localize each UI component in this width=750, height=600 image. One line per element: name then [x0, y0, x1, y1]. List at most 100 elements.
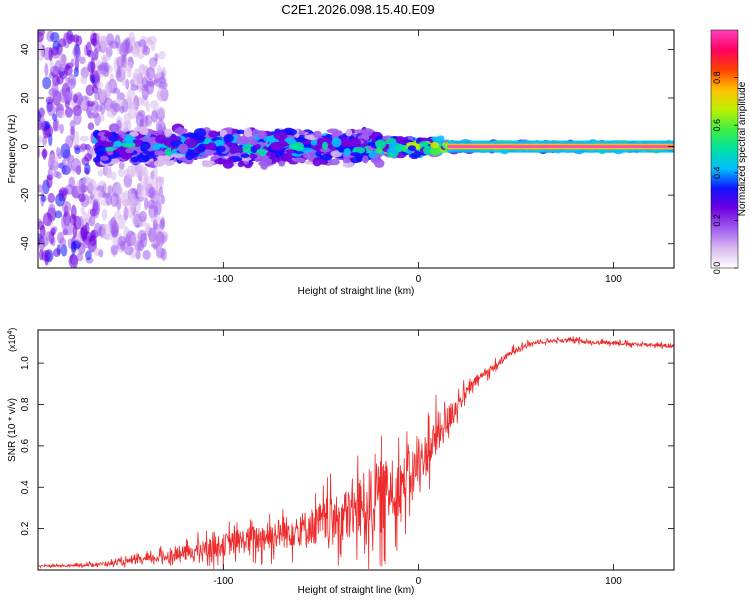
spectrogram-cell: [249, 139, 259, 146]
spectrogram-panel: -100 0 100 -40 -20 0 20 40 Height of straight …: [7, 29, 675, 297]
spectrogram-cell: [103, 62, 110, 73]
spectrogram-cell: [59, 123, 64, 134]
spectrogram-cell: [47, 103, 56, 117]
spectrogram-cell: [109, 40, 119, 49]
spectrogram-cell: [331, 137, 342, 148]
snr-background: [38, 330, 674, 570]
spectrogram-cell: [70, 126, 75, 142]
spectrogram-cell: [101, 208, 108, 221]
y-tick-label: 20: [20, 92, 31, 104]
spectrogram-cell: [273, 131, 288, 140]
colorbar-tick-label: 0.2: [712, 214, 722, 227]
spectrogram-cell: [375, 139, 386, 150]
spectrogram-cell: [90, 56, 95, 73]
spectrogram-cell: [188, 132, 196, 139]
spectrogram-cell: [86, 41, 92, 56]
colorbar-tick-label: 0.0: [712, 262, 722, 275]
spectrogram-cell: [124, 134, 134, 145]
spectrogram-cell: [156, 106, 166, 118]
spectrogram-cell: [73, 112, 82, 125]
spectrogram-cell: [217, 159, 228, 165]
spectrogram-cell: [95, 145, 106, 156]
snr-y-label: SNR (10 * v/v): [7, 398, 18, 462]
spectrogram-cell: [88, 215, 96, 227]
spectrogram-cell: [98, 88, 107, 98]
spectrogram-cell: [41, 195, 47, 203]
spectrogram-cell: [121, 121, 129, 134]
spectrogram-cell: [70, 204, 77, 220]
spectrogram-cell: [135, 250, 141, 260]
spectrogram-cell: [319, 159, 329, 165]
spectrogram-cell: [105, 192, 112, 206]
spectrogram-cell: [50, 46, 59, 56]
spectrogram-cell: [78, 194, 86, 203]
spectrogram-cell: [119, 42, 129, 58]
spectrogram-cell: [80, 100, 88, 109]
spectrogram-cell: [145, 101, 151, 112]
spectrogram-cell: [38, 111, 42, 122]
spectrogram-cell: [71, 158, 82, 172]
spectrogram-cell: [65, 161, 73, 173]
spectrogram-cell: [47, 167, 53, 179]
spectrogram-cell: [80, 183, 87, 194]
spectrogram-cell: [58, 53, 67, 64]
spectrogram-cell: [87, 122, 95, 131]
spectrogram-cell: [129, 192, 137, 209]
spectrogram-cell: [208, 130, 219, 138]
spectrogram-cell: [154, 150, 167, 156]
spectrogram-x-label: Height of straight line (km): [298, 286, 415, 297]
spectrogram-cell: [120, 240, 126, 251]
spectrogram-cell: [100, 53, 111, 62]
spectrogram-cell: [119, 105, 125, 114]
spectrogram-cell: [70, 241, 77, 255]
spectrogram-cell: [256, 130, 267, 140]
spectrogram-cell: [207, 142, 217, 151]
spectrogram-cell: [292, 157, 306, 163]
spectrogram-cell: [112, 236, 119, 246]
spectrogram-y-axis: -40 -20 0 20 40: [20, 43, 674, 251]
spectrogram-cell: [123, 206, 129, 221]
spectrogram-cell: [125, 147, 134, 154]
spectrogram-cell: [127, 102, 137, 110]
spectrogram-cell: [138, 39, 147, 48]
spectrogram-cell: [160, 194, 165, 205]
spectrogram-cell: [154, 194, 162, 203]
spectrogram-cell: [96, 81, 103, 89]
spectrogram-cell: [321, 141, 329, 150]
x-tick-label: 100: [605, 576, 622, 587]
spectrogram-cell: [51, 81, 59, 97]
spectrogram-cell: [124, 245, 134, 256]
spectrogram-cell: [126, 88, 136, 105]
spectrogram-cell: [80, 227, 85, 240]
spectrogram-cell: [152, 164, 158, 181]
spectrogram-cell: [127, 206, 133, 219]
spectrogram-cell: [118, 161, 125, 170]
spectrogram-cell: [215, 140, 225, 146]
spectrogram-cell: [49, 57, 54, 73]
spectrogram-cell: [154, 53, 159, 62]
spectrogram-x-axis: -100 0 100: [213, 30, 622, 285]
spectrogram-cell: [288, 143, 303, 151]
spectrogram-cell: [282, 153, 290, 162]
y-tick-label: 0: [20, 143, 31, 149]
spectrogram-cell: [76, 252, 84, 262]
spectrogram-cell: [107, 185, 113, 195]
spectrogram-cell: [266, 151, 274, 157]
spectrogram-cell: [80, 75, 88, 85]
spectrogram-cell: [61, 188, 67, 202]
spectrogram-cell: [223, 134, 234, 143]
spectrogram-cell: [72, 254, 78, 268]
y-tick-label: 1.0: [20, 356, 31, 370]
y-tick-label: -40: [20, 236, 31, 251]
spectrogram-cell: [104, 164, 112, 178]
spectrogram-cell: [150, 99, 159, 110]
spectrogram-cell: [60, 244, 68, 257]
spectrogram-cell: [155, 176, 163, 188]
spectrogram-cell: [155, 231, 165, 248]
spectrogram-cell: [158, 186, 163, 197]
spectrogram-cell: [155, 134, 167, 144]
spectrogram-cell: [313, 130, 322, 139]
y-tick-label: 0.2: [20, 521, 31, 535]
colorbar-label: Normalized spectral amplitude: [737, 81, 748, 216]
